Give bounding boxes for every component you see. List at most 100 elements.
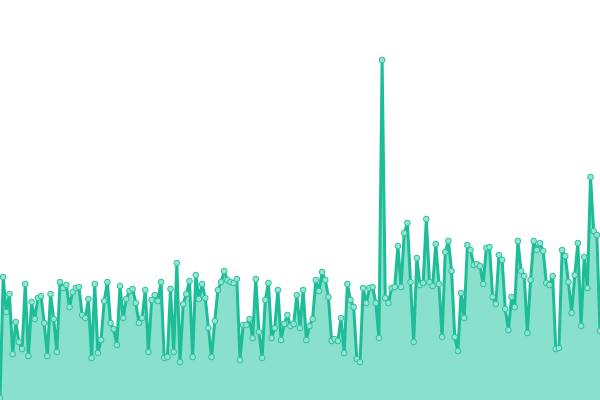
data-point: [448, 267, 455, 275]
data-point: [467, 246, 474, 254]
data-point: [524, 329, 531, 337]
data-point: [164, 353, 171, 361]
data-point: [277, 336, 285, 344]
data-point: [391, 283, 399, 291]
data-point: [220, 267, 228, 275]
data-point: [571, 271, 579, 279]
data-point: [312, 276, 320, 284]
data-point: [451, 333, 459, 341]
data-point: [340, 349, 348, 357]
data-point: [47, 290, 54, 298]
data-point: [479, 280, 487, 288]
data-point: [577, 322, 585, 330]
data-point: [31, 315, 39, 323]
data-point: [9, 350, 16, 358]
data-point: [167, 285, 174, 293]
data-point: [201, 294, 209, 302]
data-point: [88, 354, 95, 362]
data-point: [110, 325, 117, 333]
data-point: [53, 348, 61, 356]
data-point: [413, 254, 421, 262]
data-point: [404, 219, 411, 227]
data-point: [94, 349, 102, 357]
data-point: [135, 319, 143, 327]
data-point: [375, 334, 383, 342]
data-point: [280, 320, 288, 328]
data-point: [527, 276, 534, 284]
data-point: [176, 358, 184, 366]
data-point: [129, 285, 136, 293]
data-point: [369, 283, 376, 291]
data-point: [372, 299, 380, 307]
data-point: [192, 271, 200, 279]
data-point: [359, 284, 367, 292]
data-point: [56, 278, 64, 286]
data-point: [394, 242, 402, 250]
data-point: [495, 251, 503, 259]
data-point: [334, 337, 342, 345]
data-point: [0, 394, 4, 400]
data-point: [309, 315, 316, 323]
data-point: [186, 277, 193, 285]
data-point: [555, 344, 563, 352]
data-point: [274, 286, 282, 294]
data-point: [6, 290, 13, 298]
data-point: [423, 215, 430, 223]
data-point: [208, 353, 215, 361]
data-point: [265, 279, 272, 287]
data-point: [568, 309, 575, 317]
data-point: [148, 296, 155, 304]
data-point: [198, 280, 206, 288]
data-point: [18, 345, 26, 353]
data-point: [325, 293, 332, 301]
data-point: [441, 248, 449, 256]
data-point: [584, 284, 591, 292]
data-point: [116, 282, 124, 290]
data-point: [154, 297, 162, 305]
data-point: [113, 341, 121, 349]
data-point: [344, 280, 351, 288]
data-point: [151, 291, 159, 299]
data-point: [306, 322, 313, 330]
data-point: [486, 243, 493, 251]
data-point: [243, 321, 250, 329]
data-point: [574, 239, 582, 247]
data-point: [157, 278, 165, 286]
data-point: [205, 324, 212, 332]
data-point: [514, 237, 522, 245]
data-point: [356, 358, 364, 366]
data-point: [217, 278, 225, 286]
data-point: [141, 286, 149, 294]
data-point: [397, 283, 405, 291]
data-point: [381, 294, 389, 302]
data-point: [476, 262, 484, 270]
data-point: [501, 305, 509, 313]
data-point: [261, 296, 269, 304]
data-point: [258, 354, 266, 362]
data-point: [464, 241, 471, 249]
data-point: [549, 272, 556, 280]
data-point: [81, 314, 89, 322]
data-point: [596, 327, 600, 335]
data-point: [337, 314, 345, 322]
data-point: [520, 272, 528, 280]
data-point: [498, 256, 506, 264]
data-point: [561, 252, 569, 260]
data-point: [138, 314, 146, 322]
data-point: [246, 315, 253, 323]
data-point: [37, 292, 45, 300]
data-point: [145, 348, 152, 356]
data-point: [100, 297, 108, 305]
data-point: [315, 287, 323, 295]
data-point: [400, 229, 408, 237]
data-point: [15, 338, 23, 346]
data-point: [350, 303, 357, 311]
data-point: [530, 237, 537, 245]
data-point: [347, 296, 354, 304]
data-point: [75, 283, 83, 291]
data-point: [407, 278, 414, 286]
data-point: [505, 326, 512, 334]
data-point: [587, 173, 594, 181]
data-point: [132, 299, 140, 307]
data-point: [460, 314, 468, 322]
